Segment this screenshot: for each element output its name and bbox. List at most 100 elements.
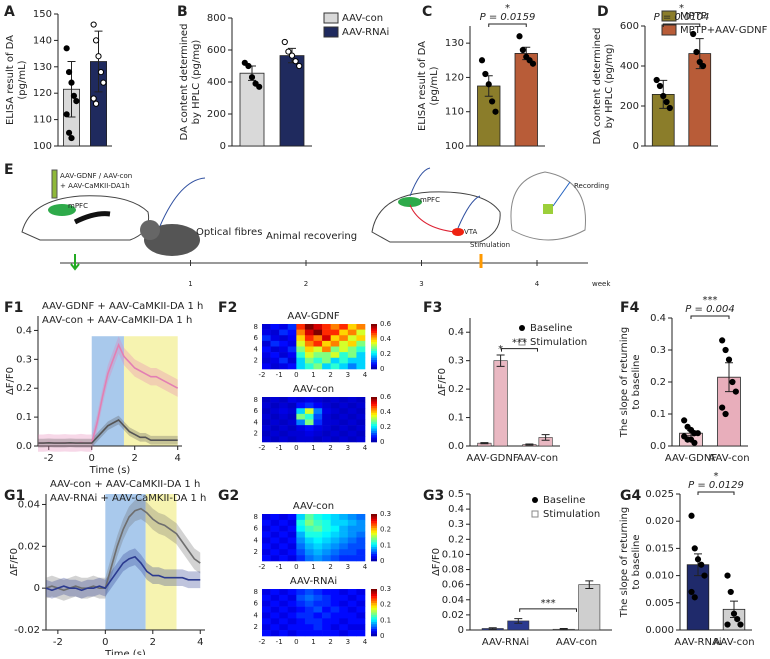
colorbar-step [371, 619, 377, 623]
heat-cell [296, 329, 306, 336]
heat-cell [347, 340, 357, 347]
heat-cell [262, 549, 271, 556]
colorbar-step [371, 603, 377, 606]
x-tick-label: 1 [311, 638, 315, 646]
heat-cell [322, 346, 331, 353]
colorbar-label: 0.1 [380, 541, 391, 549]
heat-cell [270, 549, 280, 556]
map-title: AAV-RNAi [290, 576, 337, 587]
colorbar-step [371, 598, 377, 602]
colorbar-step [371, 553, 377, 557]
heat-cell [339, 335, 349, 342]
x-tick-label: -1 [276, 371, 283, 379]
heat-cell [322, 549, 331, 556]
heat-cell [279, 363, 289, 370]
data-point [729, 378, 736, 386]
heat-cell [262, 419, 271, 426]
heat-cell [347, 531, 357, 538]
heat-cell [313, 630, 323, 637]
heat-cell [356, 324, 366, 330]
x-tick-label: -2 [259, 444, 266, 452]
x-tick-label: AAV-con [713, 637, 754, 648]
y-tick-label: 4 [254, 611, 259, 619]
heat-cell [262, 612, 271, 619]
colorbar-label: 0.2 [380, 423, 391, 431]
heat-cell [330, 352, 340, 359]
heat-cell [313, 594, 323, 602]
vta-spot [452, 228, 464, 236]
heat-cell [347, 514, 357, 521]
heat-cell [262, 624, 271, 631]
heat-cell [279, 537, 289, 544]
heat-cell [356, 335, 366, 342]
mouse-head [140, 220, 160, 240]
heat-cell [296, 549, 306, 556]
colorbar-step [371, 426, 377, 429]
heat-cell [347, 519, 357, 527]
x-tick-label: 2 [328, 638, 332, 646]
data-point [90, 21, 97, 28]
y-axis-label: The slope of returning [619, 327, 630, 438]
colorbar-label: 0.6 [380, 393, 392, 401]
x-tick-label: -1 [276, 638, 283, 646]
heat-cell [262, 402, 271, 409]
heat-cell [279, 630, 289, 637]
heat-cell [279, 430, 289, 437]
data-point [285, 48, 292, 55]
heat-cell [313, 618, 323, 625]
heat-cell [356, 346, 366, 353]
y-tick-label: 4 [254, 418, 259, 426]
colorbar-label: 0.3 [380, 585, 391, 593]
heat-cell [279, 549, 289, 556]
panel-letter: F2 [218, 300, 237, 316]
heat-cell [279, 324, 289, 330]
y-axis-label: to baseline [631, 354, 642, 409]
error-bar [480, 442, 489, 445]
shade [91, 336, 124, 446]
heat-cell [296, 612, 306, 619]
heat-cell [339, 519, 349, 527]
data-point [737, 621, 744, 628]
panel-letter: G2 [218, 488, 239, 504]
heat-cell [322, 594, 331, 602]
heat-cell [330, 329, 340, 336]
heat-cell [287, 335, 297, 342]
data-point [288, 52, 296, 59]
y-tick-label: 130 [33, 62, 52, 73]
heat-cell [356, 352, 366, 359]
sig-bracket [690, 315, 730, 319]
heat-cell [262, 413, 271, 420]
heat-cell [287, 357, 297, 364]
panel-letter: C [422, 4, 432, 20]
heat-cell [279, 514, 289, 521]
legend-label: Baseline [530, 323, 572, 334]
colorbar-label: 0.2 [380, 526, 391, 534]
heat-cell [330, 413, 340, 420]
heat-cell [330, 594, 340, 602]
heat-cell [322, 340, 331, 347]
heat-cell [322, 600, 331, 607]
colorbar-step [371, 612, 377, 616]
colorbar-step [371, 525, 377, 529]
legend-swatch [323, 12, 339, 24]
colorbar-step [371, 521, 377, 524]
error-band [38, 415, 178, 448]
heat-cell [356, 624, 366, 631]
heat-cell [296, 519, 306, 527]
y-tick-label: 0.04 [442, 595, 464, 606]
heat-cell [287, 525, 297, 532]
data-point [70, 92, 78, 99]
heat-cell [262, 531, 271, 538]
timeline-label: 3 [419, 280, 423, 288]
y-axis-label: ELISA result of DA [5, 35, 16, 125]
y-tick-label: 0.06 [442, 580, 464, 591]
sig-stars: *** [541, 598, 556, 609]
timeline-unit: week [592, 280, 611, 288]
heat-cell [322, 624, 331, 631]
heat-cell [313, 525, 323, 532]
legend-swatch [661, 10, 677, 22]
heat-cell [313, 549, 323, 556]
heat-cell [339, 419, 349, 426]
heat-cell [287, 600, 297, 607]
colorbar-step [371, 605, 377, 609]
